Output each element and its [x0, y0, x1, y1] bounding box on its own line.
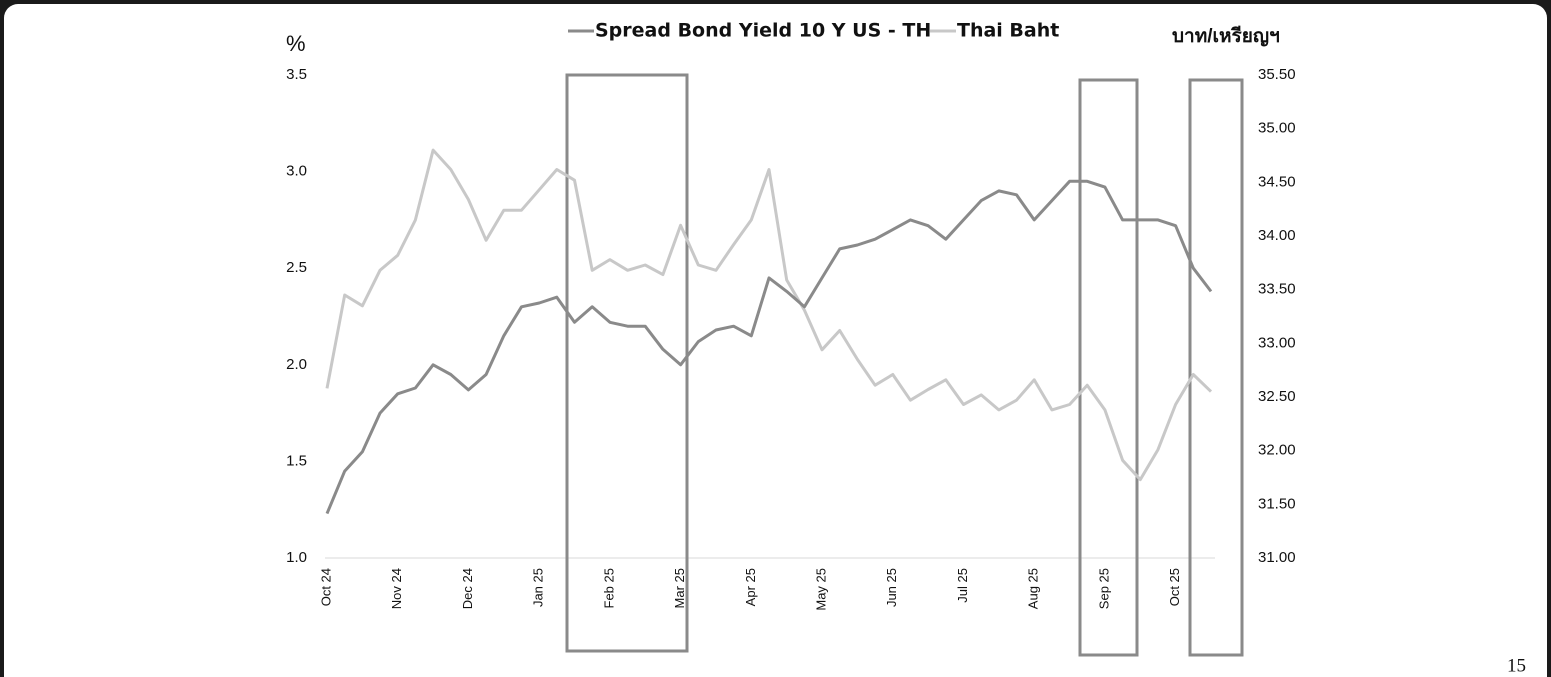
x-tick-label: Feb 25 [601, 568, 616, 608]
y-tick-label: 1.5 [286, 452, 307, 469]
highlights [565, 73, 1244, 657]
highlight-box [1078, 78, 1139, 657]
y2-tick-label: 32.50 [1258, 388, 1296, 405]
page-number: 15 [1507, 655, 1526, 676]
highlight-box [1188, 78, 1244, 657]
y-tick-label: 2.0 [286, 356, 307, 373]
y-tick-label: 3.5 [286, 66, 307, 83]
x-tick-label: Jul 25 [955, 568, 970, 603]
y2-tick-label: 31.00 [1258, 549, 1296, 566]
y2-tick-label: 31.50 [1258, 495, 1296, 512]
x-tick-label: May 25 [813, 568, 828, 611]
x-tick-label: Oct 24 [318, 568, 333, 606]
y2-tick-label: 32.00 [1258, 442, 1296, 459]
x-tick-label: Jun 25 [884, 568, 899, 607]
y-tick-label: 3.0 [286, 163, 307, 180]
y2-tick-label: 33.00 [1258, 334, 1296, 351]
y2-tick-label: 33.50 [1258, 281, 1296, 298]
x-tick-label: Aug 25 [1026, 568, 1041, 609]
x-tick-label: Sep 25 [1096, 568, 1111, 609]
highlight-box [565, 73, 689, 653]
y2-tick-label: 35.00 [1258, 120, 1296, 137]
x-tick-label: Dec 24 [460, 568, 475, 609]
x-tick-label: Apr 25 [743, 568, 758, 606]
y2-tick-label: 35.50 [1258, 66, 1296, 83]
y-tick-label: 1.0 [286, 549, 307, 566]
legend-label: Spread Bond Yield 10 Y US - TH [595, 20, 931, 42]
series-line [325, 148, 1213, 482]
y2-axis-label: บาท/เหรียญฯ [1172, 25, 1280, 47]
slide [4, 4, 1547, 677]
legend-label: Thai Baht [957, 20, 1059, 42]
y-axis-label: % [286, 31, 306, 56]
y2-tick-label: 34.50 [1258, 173, 1296, 190]
x-tick-label: Mar 25 [672, 568, 687, 608]
x-tick-label: Oct 25 [1167, 568, 1182, 606]
y-tick-label: 2.5 [286, 259, 307, 276]
y2-tick-label: 34.00 [1258, 227, 1296, 244]
x-tick-label: Nov 24 [389, 568, 404, 609]
series-line [325, 179, 1213, 515]
x-tick-label: Jan 25 [531, 568, 546, 607]
